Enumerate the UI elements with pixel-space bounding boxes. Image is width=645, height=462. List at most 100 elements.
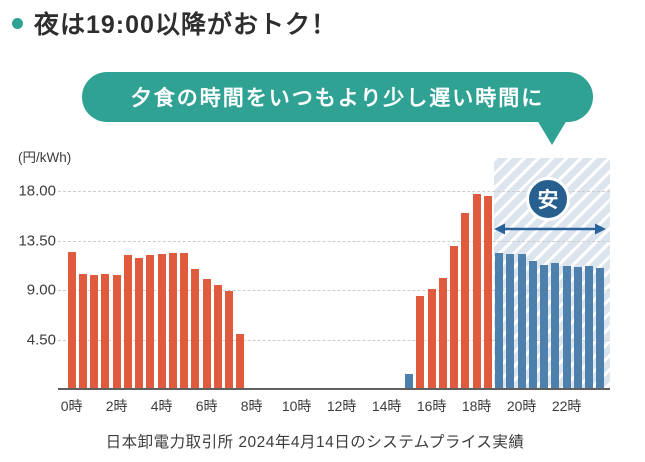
y-tick-label: 18.00: [18, 182, 56, 200]
bar-3:30: [146, 255, 155, 389]
x-axis-labels: 0時 2時 4時 6時 8時 10時 12時 14時 16時 18時 20時 22時: [61, 396, 606, 414]
bar-slot-22:00: [561, 152, 572, 389]
bar-slot-7:30: [235, 152, 246, 389]
bar-slot-7:00: [224, 152, 235, 389]
bar-slot-21:30: [550, 152, 561, 389]
plot-area: [58, 152, 610, 389]
bar-slot-1:00: [89, 152, 100, 389]
gridline: [58, 191, 610, 193]
bar-slot-1:30: [100, 152, 111, 389]
callout-text: 夕食の時間をいつもより少し遅い時間に: [130, 87, 545, 110]
bar-16:00: [427, 289, 436, 389]
bar-1:00: [90, 274, 99, 389]
x-tick-label: 14時: [371, 398, 402, 414]
cheap-badge: 安: [526, 177, 570, 221]
bar-2:30: [123, 255, 132, 389]
bar-16:30: [438, 278, 447, 389]
bar-slot-12:00: [336, 152, 347, 389]
y-tick-label: 9.00: [26, 281, 56, 299]
bar-slot-8:30: [257, 152, 268, 389]
bar-7:00: [225, 291, 234, 389]
bar-slot-0:30: [77, 152, 88, 389]
x-tick-label: 8時: [240, 398, 263, 414]
x-tick-label: 12時: [326, 398, 357, 414]
bar-17:30: [461, 213, 470, 389]
bar-slot-17:00: [449, 152, 460, 389]
bar-7:30: [236, 334, 245, 389]
bar-slot-21:00: [539, 152, 550, 389]
x-tick-label: 6時: [195, 398, 218, 414]
x-tick-label: 20時: [506, 398, 537, 414]
bar-slot-20:30: [527, 152, 538, 389]
page-title: 夜は19:00以降がおトク！: [34, 11, 337, 39]
bar-slot-14:00: [381, 152, 392, 389]
title-row: 夜は19:00以降がおトク！: [12, 5, 337, 41]
bar-20:30: [528, 260, 537, 389]
source-caption: 日本卸電力取引所 2024年4月14日のシステムプライス実績: [105, 434, 525, 451]
bar-slot-10:00: [291, 152, 302, 389]
bar-slot-3:30: [145, 152, 156, 389]
bar-22:30: [573, 267, 582, 389]
bar-23:30: [596, 268, 605, 389]
bar-6:30: [213, 284, 222, 389]
x-tick-label: 10時: [281, 398, 312, 414]
bar-slot-3:00: [134, 152, 145, 389]
y-tick-label: 4.50: [26, 331, 56, 349]
y-axis-unit-label: (円/kWh): [18, 150, 72, 165]
x-tick-label: 4時: [150, 398, 173, 414]
x-tick-label: 16時: [416, 398, 447, 414]
bar-slot-20:00: [516, 152, 527, 389]
bar-slot-14:30: [392, 152, 403, 389]
bar-15:00: [405, 373, 414, 389]
bar-slot-11:00: [314, 152, 325, 389]
bar-slot-12:30: [347, 152, 358, 389]
y-tick-label: 13.50: [18, 232, 56, 250]
bar-19:00: [495, 252, 504, 389]
bar-slot-6:30: [212, 152, 223, 389]
gridline: [58, 290, 610, 292]
bar-slot-23:30: [595, 152, 606, 389]
bar-22:00: [562, 266, 571, 389]
bar-slot-0:00: [66, 152, 77, 389]
bars-container: [66, 152, 606, 389]
bar-slot-16:30: [437, 152, 448, 389]
bar-6:00: [202, 279, 211, 389]
bar-1:30: [101, 273, 110, 389]
bar-slot-11:30: [325, 152, 336, 389]
bar-slot-19:00: [494, 152, 505, 389]
bar-slot-8:00: [246, 152, 257, 389]
gridline: [58, 240, 610, 242]
bar-18:30: [483, 195, 492, 389]
bar-0:30: [78, 273, 87, 389]
bar-2:00: [112, 274, 121, 389]
bar-slot-19:30: [505, 152, 516, 389]
x-tick-label: 22時: [551, 398, 582, 414]
bar-5:00: [180, 252, 189, 389]
bar-slot-23:00: [584, 152, 595, 389]
gridline: [58, 339, 610, 341]
x-tick-label: 2時: [105, 398, 128, 414]
bar-15:30: [416, 295, 425, 389]
bar-17:00: [450, 246, 459, 389]
bar-slot-13:00: [359, 152, 370, 389]
bar-slot-17:30: [460, 152, 471, 389]
x-tick-label: 18時: [461, 398, 492, 414]
bar-slot-22:30: [572, 152, 583, 389]
bar-5:30: [191, 269, 200, 389]
y-axis-labels: 18.00 13.50 9.00 4.50: [0, 152, 56, 389]
bar-slot-16:00: [426, 152, 437, 389]
bar-3:00: [135, 258, 144, 389]
bar-23:00: [585, 266, 594, 389]
bar-slot-15:00: [404, 152, 415, 389]
bar-slot-6:00: [201, 152, 212, 389]
bar-slot-9:30: [280, 152, 291, 389]
bar-21:30: [551, 262, 560, 389]
bar-4:00: [157, 254, 166, 389]
bar-20:00: [517, 254, 526, 389]
bullet-icon: [12, 17, 23, 29]
bar-19:30: [506, 254, 515, 389]
bar-slot-5:00: [179, 152, 190, 389]
bar-slot-2:00: [111, 152, 122, 389]
bar-18:00: [472, 193, 481, 389]
